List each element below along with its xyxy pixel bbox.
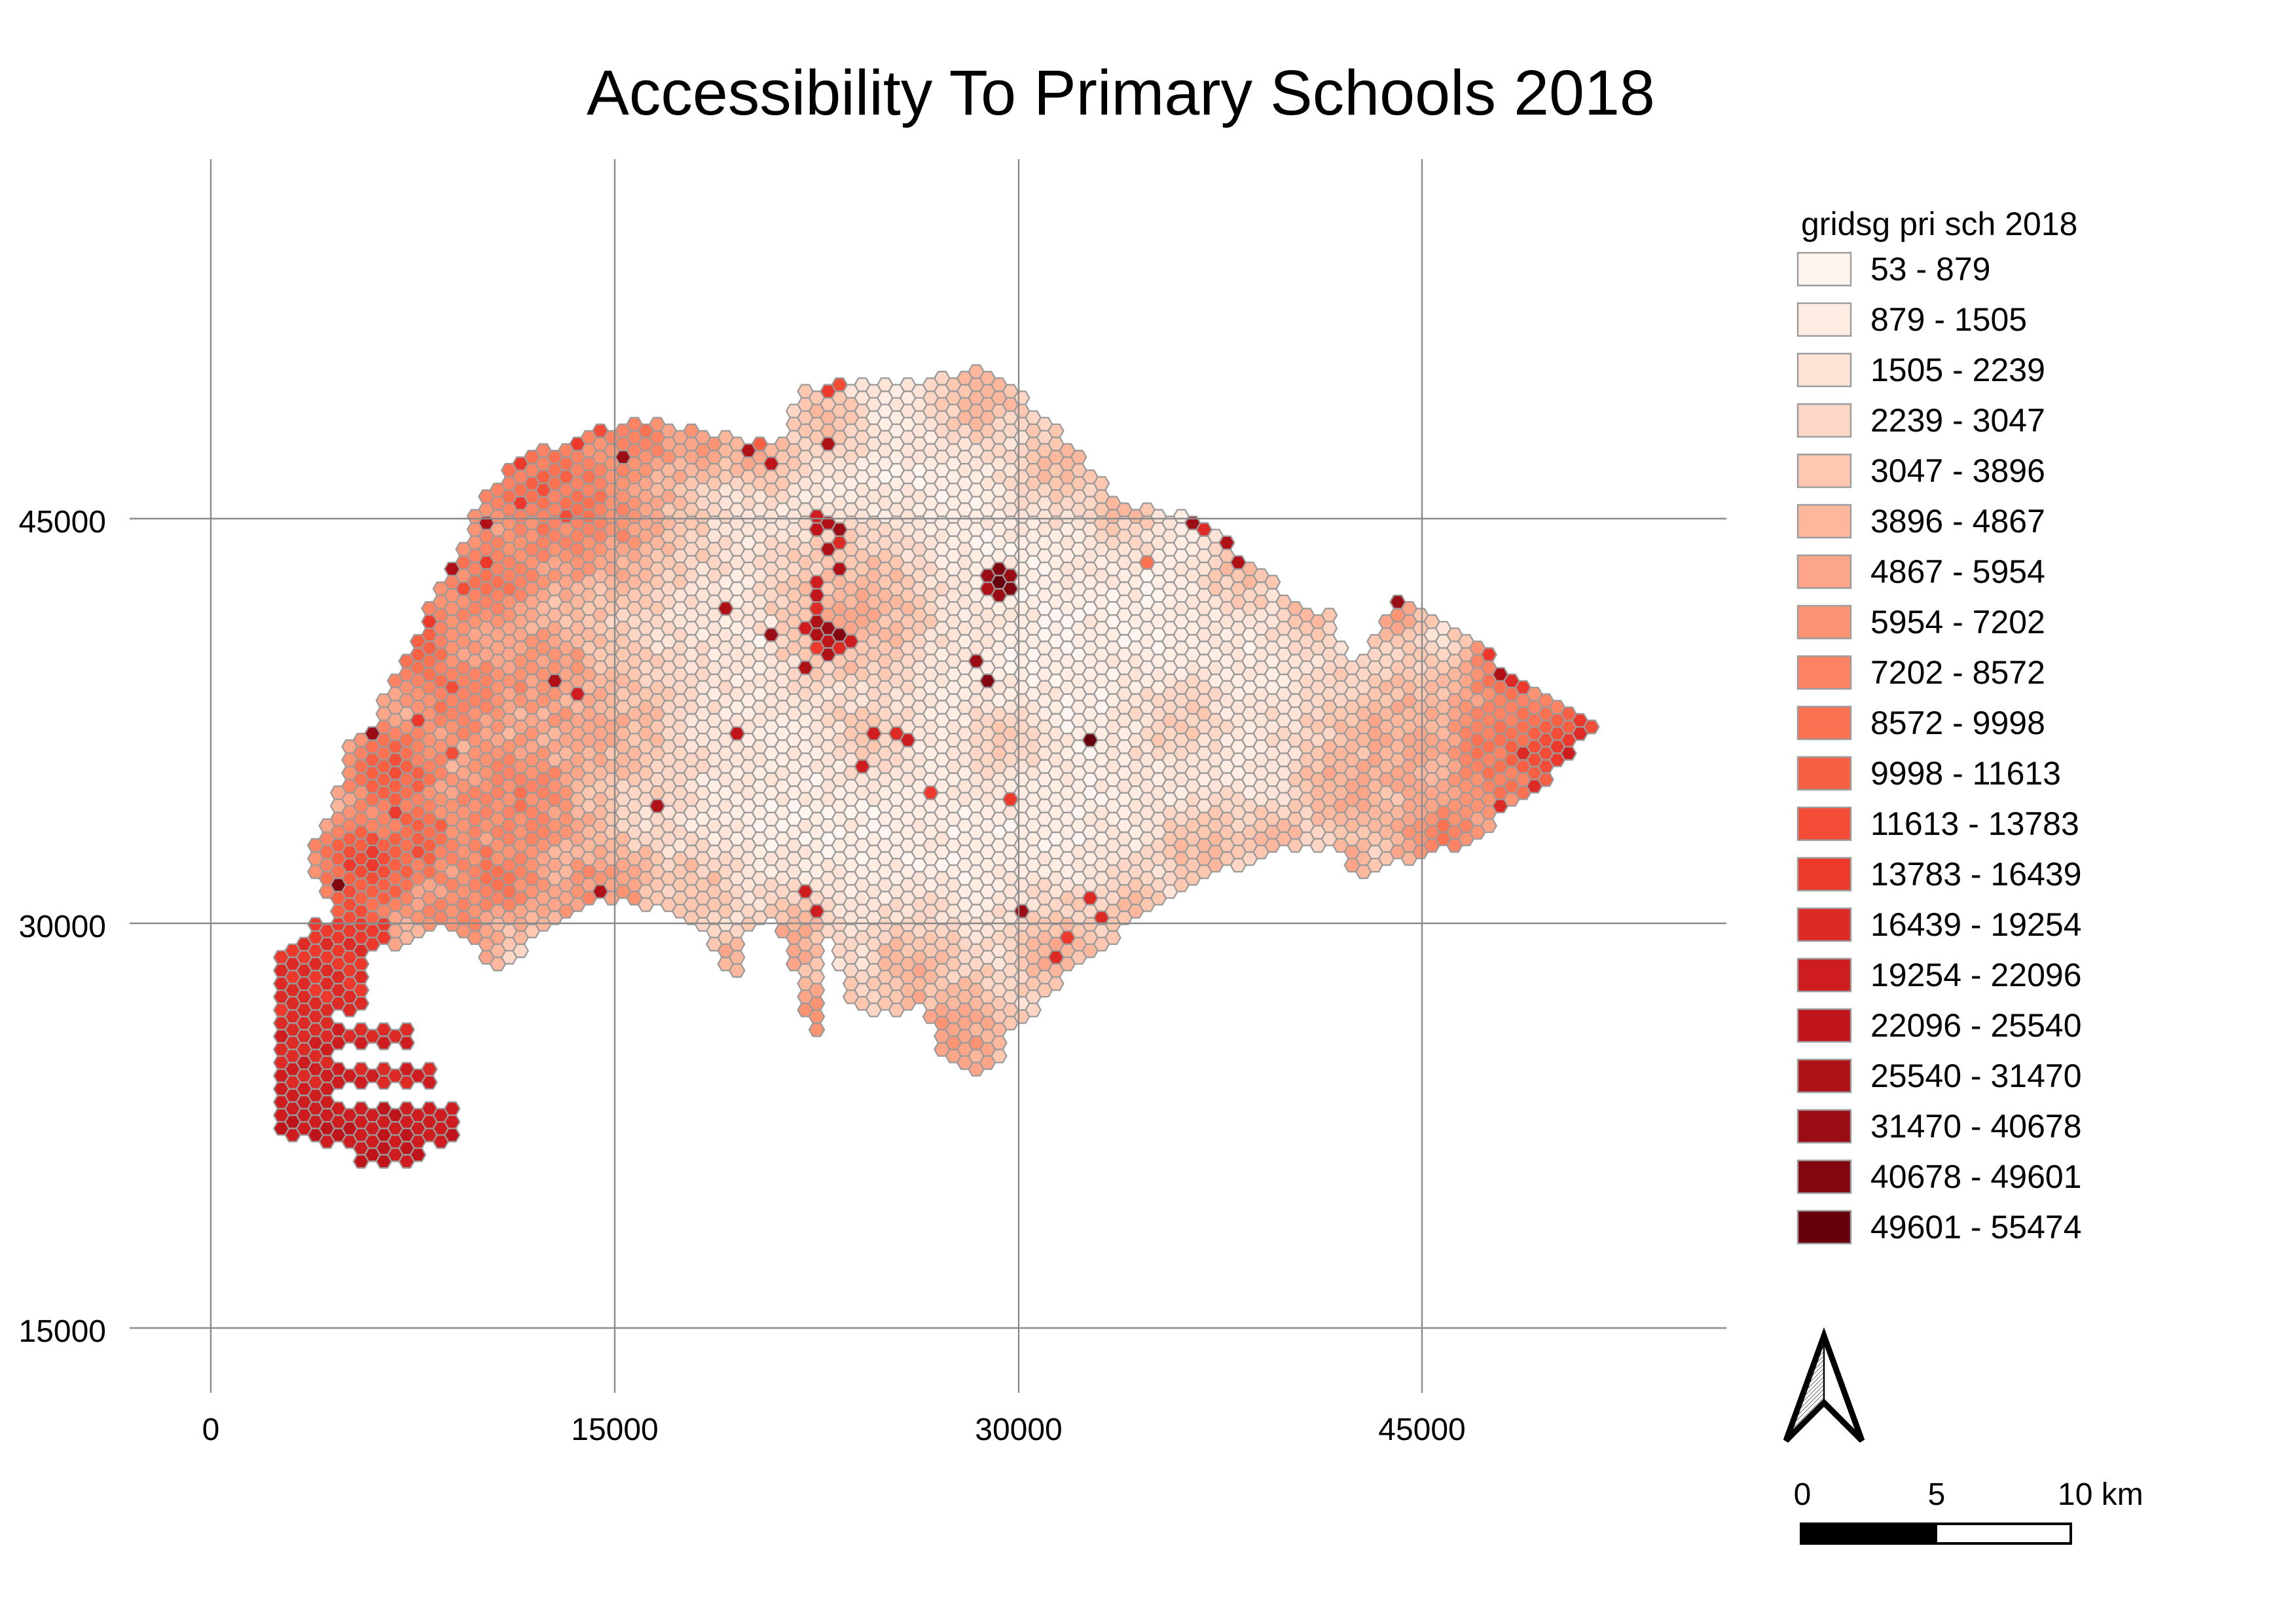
svg-text:49601 - 55474: 49601 - 55474: [1870, 1209, 2082, 1246]
svg-text:13783 - 16439: 13783 - 16439: [1870, 856, 2082, 893]
svg-text:3047 - 3896: 3047 - 3896: [1870, 452, 2045, 489]
svg-text:40678 - 49601: 40678 - 49601: [1870, 1158, 2082, 1195]
svg-text:31470 - 40678: 31470 - 40678: [1870, 1108, 2082, 1145]
svg-text:22096 - 25540: 22096 - 25540: [1870, 1007, 2082, 1044]
svg-text:2239 - 3047: 2239 - 3047: [1870, 402, 2045, 439]
svg-text:10 km: 10 km: [2058, 1477, 2143, 1512]
svg-text:gridsg pri sch 2018: gridsg pri sch 2018: [1801, 206, 2077, 242]
svg-text:Accessibility To Primary Schoo: Accessibility To Primary Schools 2018: [587, 57, 1655, 128]
svg-text:15000: 15000: [19, 1314, 106, 1349]
svg-text:0: 0: [202, 1412, 220, 1447]
svg-text:1505 - 2239: 1505 - 2239: [1870, 352, 2045, 388]
svg-text:11613 - 13783: 11613 - 13783: [1870, 805, 2079, 842]
svg-text:9998 - 11613: 9998 - 11613: [1870, 755, 2061, 792]
svg-text:16439 - 19254: 16439 - 19254: [1870, 906, 2082, 943]
svg-text:4867 - 5954: 4867 - 5954: [1870, 553, 2045, 590]
svg-text:5954 - 7202: 5954 - 7202: [1870, 604, 2045, 640]
svg-text:5: 5: [1928, 1477, 1946, 1512]
svg-text:30000: 30000: [19, 910, 106, 944]
svg-text:879 - 1505: 879 - 1505: [1870, 301, 2027, 338]
svg-text:30000: 30000: [975, 1412, 1062, 1447]
svg-text:3896 - 4867: 3896 - 4867: [1870, 503, 2045, 540]
svg-text:0: 0: [1794, 1477, 1812, 1512]
svg-text:53 - 879: 53 - 879: [1870, 251, 1990, 287]
svg-text:19254 - 22096: 19254 - 22096: [1870, 957, 2082, 993]
svg-text:8572 - 9998: 8572 - 9998: [1870, 705, 2045, 741]
svg-text:15000: 15000: [571, 1412, 658, 1447]
svg-text:7202 - 8572: 7202 - 8572: [1870, 654, 2045, 691]
svg-text:45000: 45000: [1378, 1412, 1465, 1447]
svg-text:25540 - 31470: 25540 - 31470: [1870, 1058, 2082, 1094]
svg-text:45000: 45000: [19, 505, 106, 540]
